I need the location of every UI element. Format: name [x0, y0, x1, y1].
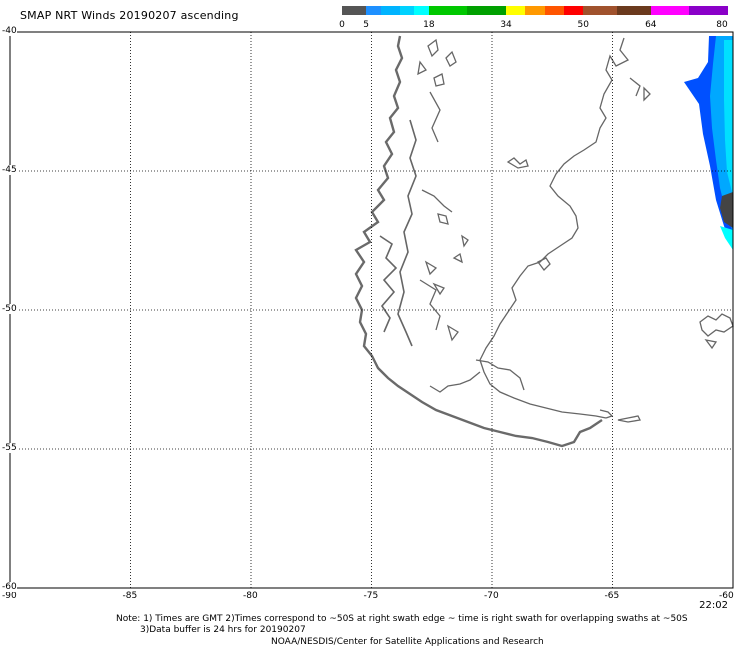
color-bar-segment [544, 6, 564, 15]
latitude-tick-label: -50 [2, 304, 17, 314]
color-bar-segment [414, 6, 429, 15]
footer-credit: NOAA/NESDIS/Center for Satellite Applica… [271, 637, 544, 647]
color-bar-segment [366, 6, 381, 15]
footer-note-1: Note: 1) Times are GMT 2)Times correspon… [116, 614, 688, 624]
color-bar-segment [650, 6, 690, 15]
color-bar-segment [428, 6, 468, 15]
swath-rain-flag [720, 192, 733, 228]
longitude-tick-label: -80 [243, 591, 258, 601]
color-bar-segment [342, 6, 367, 15]
color-bar-tick-label: 0 [339, 20, 345, 30]
color-bar-tick-label: 5 [363, 20, 369, 30]
color-bar-segment [616, 6, 651, 15]
lat-lon-grid [9, 31, 734, 589]
argentina-atlantic-coast [479, 37, 630, 419]
latitude-tick-label: -40 [2, 26, 17, 36]
longitude-tick-label: -70 [484, 591, 499, 601]
longitude-tick-label: -65 [604, 591, 620, 601]
color-bar-segment [525, 6, 545, 15]
longitude-tick-label: -75 [363, 591, 379, 601]
latitude-tick-label: -55 [2, 443, 17, 453]
color-bar-segment [467, 6, 507, 15]
map-title: SMAP NRT Winds 20190207 ascending [20, 9, 239, 22]
color-bar-tick-label: 18 [423, 20, 435, 30]
color-bar-segment [399, 6, 415, 15]
color-bar [342, 6, 728, 15]
color-bar-segment [563, 6, 584, 15]
color-bar-tick-label: 64 [645, 20, 657, 30]
color-bar-segment [506, 6, 526, 15]
color-bar-tick-label: 34 [500, 20, 512, 30]
longitude-tick-label: -85 [122, 591, 138, 601]
color-bar-segment [583, 6, 617, 15]
strait-magellan [429, 371, 481, 393]
color-bar-segment [689, 6, 728, 15]
swath-inner [724, 40, 733, 196]
coastline [354, 35, 734, 448]
wind-swath [684, 36, 733, 250]
staten-island [617, 415, 641, 423]
color-bar-tick-label: 80 [716, 20, 728, 30]
color-bar-tick-label: 50 [577, 20, 589, 30]
color-bar-segment [380, 6, 400, 15]
longitude-tick-label: -60 [719, 591, 734, 601]
time-label: 22:02 [699, 600, 728, 611]
latitude-tick-label: -60 [2, 582, 17, 592]
chile-fjord-coast [354, 35, 603, 448]
falkland-islands [699, 313, 734, 337]
latitude-tick-label: -45 [2, 165, 17, 175]
swath-bottom [720, 226, 733, 250]
longitude-tick-label: -90 [2, 591, 17, 601]
footer-note-2: 3)Data buffer is 24 hrs for 20190207 [140, 625, 306, 635]
